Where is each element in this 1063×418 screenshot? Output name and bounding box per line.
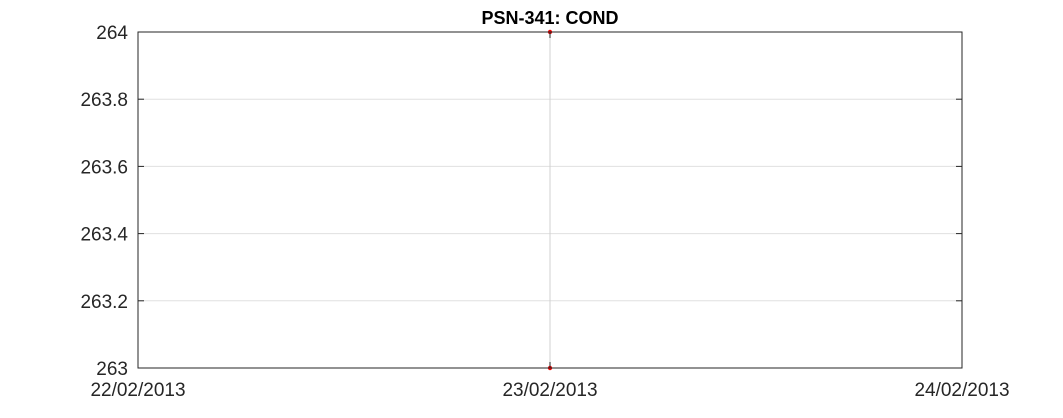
y-tick-label: 264 xyxy=(96,23,128,44)
y-tick-label: 263 xyxy=(96,359,128,380)
tick-layer: 263 263.2 263.4 263.6 263.8 264 22/02/2013 23/0… xyxy=(80,23,1009,401)
data-layer xyxy=(547,29,553,371)
x-tick-label: 24/02/2013 xyxy=(914,380,1009,401)
y-tick-label: 263.6 xyxy=(80,157,128,178)
y-tick-label: 263.8 xyxy=(80,90,128,111)
x-tick-label: 22/02/2013 xyxy=(90,380,185,401)
y-tick-label: 263.2 xyxy=(80,292,128,313)
y-tick-label: 263.4 xyxy=(80,225,128,246)
chart-title: PSN-341: COND xyxy=(481,8,618,28)
x-tick-label: 23/02/2013 xyxy=(502,380,597,401)
